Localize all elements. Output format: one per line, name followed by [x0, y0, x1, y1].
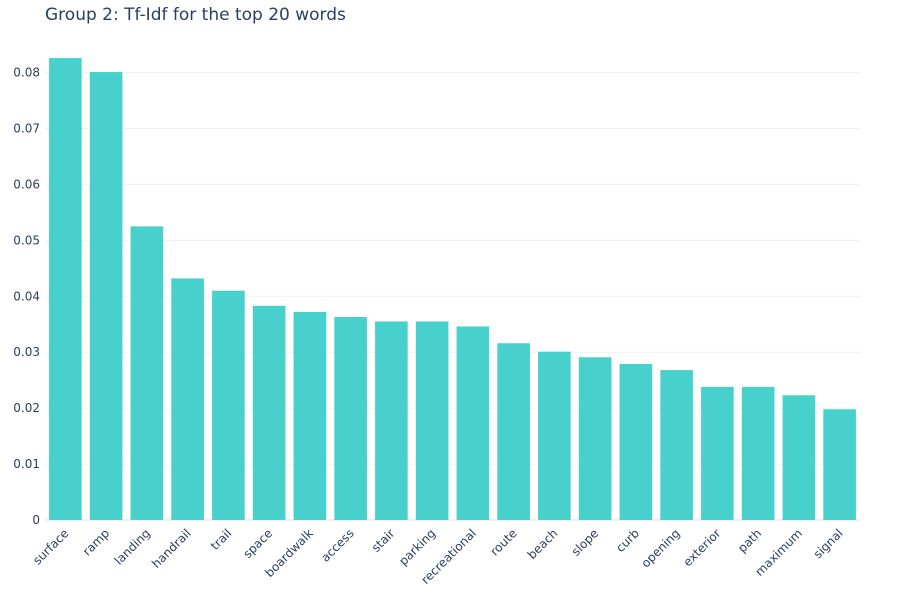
x-tick-label: path — [735, 526, 764, 555]
y-tick-label: 0.07 — [13, 122, 40, 136]
y-tick-label: 0.02 — [13, 401, 40, 415]
x-tick-label: stair — [369, 526, 398, 555]
x-tick-label: beach — [525, 526, 561, 562]
y-tick-label: 0.06 — [13, 177, 40, 191]
bar-recreational — [456, 326, 490, 520]
gridlines — [45, 72, 860, 521]
chart-title: Group 2: Tf-Idf for the top 20 words — [45, 5, 346, 25]
x-tick-label: exterior — [680, 526, 723, 569]
bar-signal — [823, 409, 856, 520]
bar-boardwalk — [293, 311, 327, 520]
y-tick-label: 0.08 — [13, 66, 40, 80]
bar-trail — [212, 290, 245, 520]
bar-beach — [538, 351, 571, 520]
x-tick-label: handrail — [149, 526, 194, 571]
bar-space — [252, 305, 286, 520]
bar-slope — [578, 357, 612, 520]
bar-landing — [130, 226, 164, 520]
y-tick-label: 0.05 — [13, 233, 40, 247]
x-tick-label: landing — [112, 526, 153, 567]
x-tick-label: space — [240, 526, 275, 561]
x-tick-label: signal — [811, 526, 846, 561]
x-tick-label: slope — [569, 526, 601, 558]
bar-exterior — [701, 386, 734, 520]
x-tick-label: surface — [30, 526, 71, 567]
y-tick-label: 0.04 — [13, 289, 40, 303]
x-tick-label: opening — [639, 526, 683, 570]
y-axis-ticks: 0 0.01 0.02 0.03 0.04 0.05 0.06 0.07 0.08 — [13, 66, 40, 527]
bar-opening — [660, 370, 693, 520]
x-tick-label: parking — [396, 526, 438, 568]
bar-parking — [415, 321, 449, 520]
bar-curb — [619, 363, 653, 520]
x-tick-label: access — [318, 526, 356, 564]
y-tick-label: 0 — [32, 513, 40, 527]
x-tick-label: route — [487, 526, 519, 558]
bar-stair — [375, 321, 408, 520]
bar-ramp — [89, 72, 123, 521]
bar-route — [497, 343, 530, 520]
x-tick-label: ramp — [80, 526, 112, 558]
bar-maximum — [782, 395, 816, 520]
x-tick-label: curb — [613, 526, 642, 555]
y-tick-label: 0.01 — [13, 457, 40, 471]
bar-access — [334, 316, 367, 520]
y-tick-label: 0.03 — [13, 345, 40, 359]
x-tick-label: trail — [208, 526, 235, 553]
bar-path — [741, 386, 775, 520]
bars — [49, 58, 856, 521]
bar-handrail — [171, 278, 204, 520]
bar-surface — [49, 58, 82, 520]
